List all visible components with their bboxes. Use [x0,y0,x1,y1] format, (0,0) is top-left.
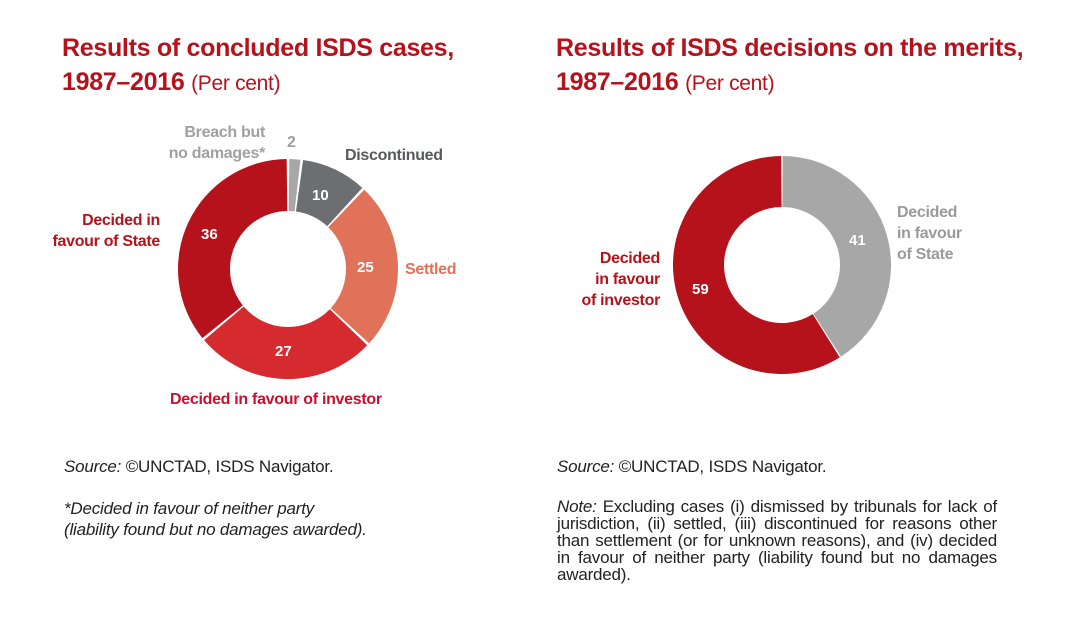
right-label-investor-line2: in favour [595,271,660,288]
left-label-state: Decided in favour of State [50,210,160,252]
right-source: Source: ©UNCTAD, ISDS Navigator. [557,457,827,477]
right-label-state-line2: in favour [897,225,962,242]
left-title-unit: (Per cent) [191,72,281,95]
left-value-state: 36 [201,226,218,243]
left-label-state-line1: Decided in [82,212,160,229]
left-slice-2 [328,189,398,344]
right-title-unit: (Per cent) [685,72,775,95]
right-chart-title: Results of ISDS decisions on the merits,… [556,31,1024,101]
right-slice-0 [782,156,891,357]
left-slice-0 [288,159,301,212]
right-note-text: Excluding cases (i) dismissed by tribuna… [557,497,997,584]
right-note-label: Note: [557,497,597,516]
right-note: Note: Excluding cases (i) dismissed by t… [557,498,997,583]
left-slice-3 [204,306,368,379]
left-value-investor: 27 [275,343,292,360]
left-label-breach-line2: no damages* [168,145,266,162]
left-label-settled: Settled [405,261,457,278]
left-title-line1: Results of concluded ISDS cases, [62,34,454,62]
left-label-state-line2: favour of State [52,233,160,250]
right-value-state: 41 [849,232,866,249]
left-value-settled: 25 [357,259,374,276]
left-label-breach-line1: Breach but [184,124,265,141]
left-title-line2: 1987–2016 [62,68,185,96]
right-value-investor: 59 [692,281,709,298]
left-source-label: Source: [64,457,122,476]
right-label-investor-line3: of investor [581,292,661,309]
left-label-breach: Breach but no damages* [160,122,266,164]
right-slice-1 [672,156,840,374]
left-footnote-line1: *Decided in favour of neither party [64,499,315,518]
left-label-discontinued: Discontinued [345,147,443,164]
left-source: Source: ©UNCTAD, ISDS Navigator. [64,457,334,477]
right-title-line1: Results of ISDS decisions on the merits, [556,34,1024,62]
right-label-investor: Decided in favour of investor [550,248,661,311]
left-footnote-line2: (liability found but no damages awarded)… [64,520,367,539]
right-source-text: ©UNCTAD, ISDS Navigator. [618,457,827,476]
right-title-line2: 1987–2016 [556,68,679,96]
right-label-state-line3: of State [897,246,954,263]
right-source-label: Source: [557,457,615,476]
right-label-investor-line1: Decided [599,250,660,267]
right-label-state-line1: Decided [897,204,958,221]
left-source-text: ©UNCTAD, ISDS Navigator. [125,457,334,476]
left-slice-1 [295,160,363,227]
left-value-breach: 2 [287,134,296,151]
left-slice-4 [178,159,288,339]
right-label-state: Decided in favour of State [897,202,962,265]
left-footnote: *Decided in favour of neither party (lia… [64,498,367,540]
left-chart-title: Results of concluded ISDS cases, 1987–20… [62,31,454,101]
left-value-discontinued: 10 [312,187,329,204]
left-label-investor: Decided in favour of investor [170,391,382,408]
